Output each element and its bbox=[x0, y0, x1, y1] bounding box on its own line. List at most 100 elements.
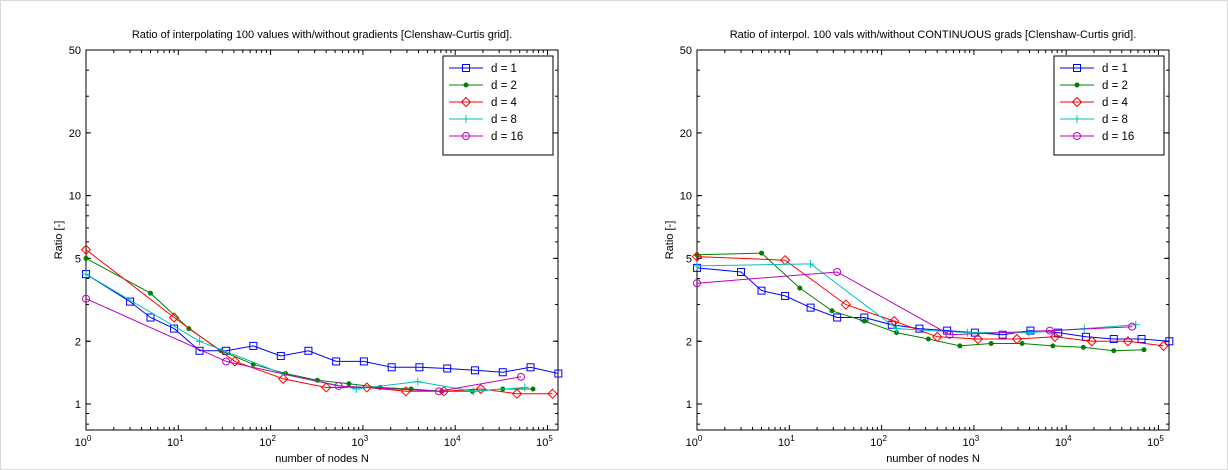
data-point bbox=[840, 299, 852, 310]
data-point bbox=[332, 357, 341, 366]
series-line bbox=[696, 252, 1145, 352]
x-axis-label: number of nodes N bbox=[275, 453, 369, 465]
y-tick-label: 5 bbox=[75, 253, 81, 265]
data-point bbox=[434, 387, 443, 396]
y-tick-label: 10 bbox=[680, 191, 692, 203]
data-point bbox=[945, 330, 954, 339]
x-tick-label: 100 bbox=[686, 434, 703, 449]
data-point bbox=[498, 368, 507, 377]
data-point bbox=[387, 363, 396, 372]
data-point bbox=[304, 346, 313, 355]
chart-right: 1 2 5 10 20 50 100 101 102 103 104 105 Ratio of inte… bbox=[664, 29, 1174, 465]
legend-marker bbox=[463, 82, 469, 88]
data-point bbox=[1109, 335, 1118, 344]
legend-label: d = 16 bbox=[1102, 131, 1134, 143]
data-point bbox=[413, 377, 422, 386]
data-point bbox=[1086, 336, 1098, 347]
y-tick-label: 1 bbox=[75, 399, 81, 411]
y-tick-label: 50 bbox=[69, 45, 81, 57]
data-point bbox=[361, 382, 373, 393]
data-point bbox=[83, 255, 89, 261]
data-point bbox=[691, 251, 703, 262]
data-point bbox=[988, 341, 994, 347]
y-tick-label: 1 bbox=[686, 399, 692, 411]
legend-marker bbox=[462, 115, 470, 123]
legend-marker bbox=[462, 132, 470, 140]
data-point bbox=[1080, 344, 1086, 350]
y-tick-label: 5 bbox=[686, 253, 692, 265]
x-tick-label: 104 bbox=[1055, 434, 1072, 449]
legend: d = 1 d = 2 d = 4 d = 8 d = 16 bbox=[1053, 55, 1165, 156]
x-tick-label: 105 bbox=[536, 434, 553, 449]
legend-marker bbox=[1073, 64, 1081, 72]
data-point bbox=[806, 259, 815, 268]
data-point bbox=[1165, 337, 1174, 346]
legend-label: d = 4 bbox=[491, 97, 518, 109]
x-tick-label: 103 bbox=[352, 434, 369, 449]
x-tick-label: 101 bbox=[167, 434, 184, 449]
x-tick-label: 104 bbox=[444, 434, 461, 449]
data-point bbox=[1019, 341, 1025, 347]
data-point bbox=[693, 279, 701, 288]
x-axis-label: number of nodes N bbox=[886, 453, 980, 465]
series-line bbox=[696, 271, 1133, 336]
data-point bbox=[925, 336, 931, 342]
data-point bbox=[526, 363, 535, 372]
data-point bbox=[1122, 336, 1134, 347]
legend-label: d = 1 bbox=[1102, 63, 1128, 75]
data-point bbox=[957, 343, 963, 349]
series-1 bbox=[693, 263, 1174, 346]
x-tick-label: 102 bbox=[870, 434, 887, 449]
y-tick-label: 20 bbox=[69, 128, 81, 140]
data-point bbox=[759, 250, 765, 256]
legend-label: d = 2 bbox=[491, 80, 517, 92]
data-point bbox=[146, 313, 155, 322]
data-point bbox=[833, 313, 842, 322]
series-5 bbox=[693, 267, 1137, 339]
data-point bbox=[470, 366, 479, 375]
y-tick-label: 2 bbox=[75, 336, 81, 348]
y-tick-label: 2 bbox=[686, 336, 692, 348]
data-point bbox=[737, 267, 746, 276]
data-point bbox=[1128, 322, 1137, 331]
legend-marker bbox=[1071, 96, 1083, 108]
x-tick-label: 100 bbox=[75, 434, 92, 449]
legend-marker bbox=[1073, 115, 1081, 123]
legend-label: d = 8 bbox=[1102, 114, 1128, 126]
data-point bbox=[806, 303, 815, 312]
data-point bbox=[222, 357, 231, 366]
data-point bbox=[195, 337, 204, 346]
data-point bbox=[833, 267, 842, 276]
legend-label: d = 16 bbox=[491, 131, 523, 143]
legend-label: d = 1 bbox=[491, 63, 517, 75]
series-line bbox=[85, 298, 522, 392]
data-point bbox=[346, 381, 352, 387]
data-point bbox=[443, 364, 452, 373]
data-point bbox=[861, 318, 867, 324]
legend: d = 1 d = 2 d = 4 d = 8 d = 16 bbox=[442, 55, 554, 156]
data-point bbox=[1158, 340, 1169, 352]
data-point bbox=[554, 369, 563, 378]
x-tick-label: 105 bbox=[1147, 434, 1164, 449]
data-point bbox=[547, 388, 558, 399]
y-axis-label: Ratio [-] bbox=[53, 221, 65, 260]
legend-marker bbox=[1074, 82, 1080, 88]
x-tick-label: 101 bbox=[778, 434, 795, 449]
data-point bbox=[972, 333, 984, 345]
data-point bbox=[82, 294, 90, 303]
series-3 bbox=[691, 251, 1169, 352]
data-point bbox=[892, 324, 901, 333]
data-point bbox=[1011, 333, 1023, 345]
data-point bbox=[334, 381, 343, 390]
y-tick-label: 50 bbox=[680, 45, 692, 57]
data-point bbox=[1050, 343, 1056, 349]
data-point bbox=[1137, 335, 1146, 344]
y-axis-label: Ratio [-] bbox=[664, 221, 676, 260]
data-point bbox=[126, 297, 135, 306]
data-point bbox=[359, 357, 368, 366]
data-point bbox=[415, 363, 424, 372]
legend-label: d = 2 bbox=[1102, 80, 1128, 92]
data-point bbox=[1026, 326, 1035, 335]
data-point bbox=[1111, 348, 1117, 354]
